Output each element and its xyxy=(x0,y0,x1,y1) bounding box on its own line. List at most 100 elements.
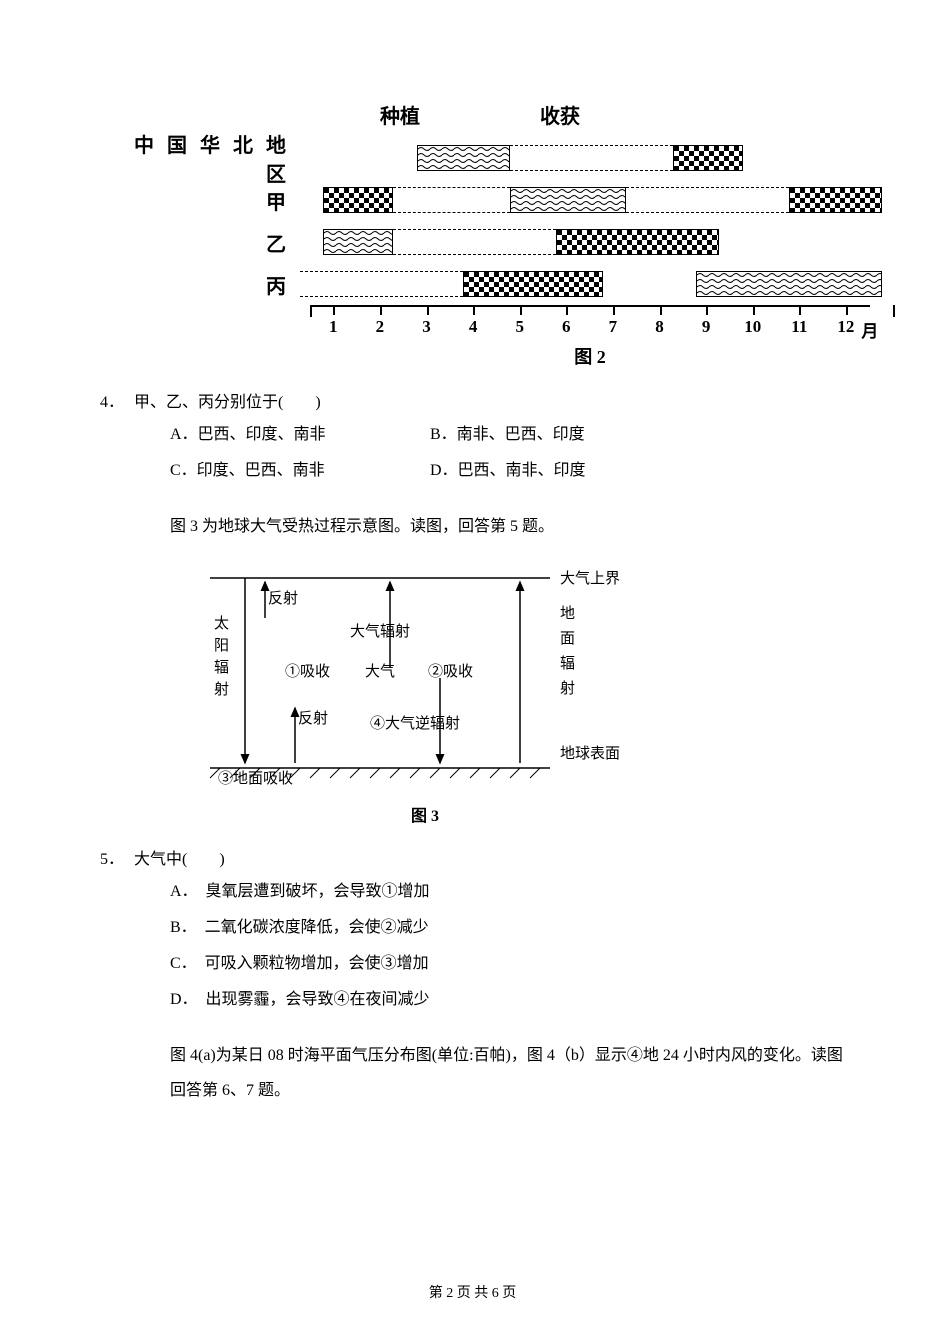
lbl-ground-bound: 地球表面 xyxy=(560,745,620,762)
q4-stem: 甲、乙、丙分别位于( ) xyxy=(134,387,321,419)
axis-tick xyxy=(520,305,522,315)
fig2-segment-check xyxy=(323,187,393,213)
fig2-segment-check xyxy=(673,145,743,171)
question-4: 4． 甲、乙、丙分别位于( ) A．巴西、印度、南非 B．南非、巴西、印度 C．… xyxy=(100,387,845,491)
axis-tick xyxy=(380,305,382,315)
fig4-intro: 图 4(a)为某日 08 时海平面气压分布图(单位:百帕)，图 4（b）显示④地… xyxy=(170,1038,845,1108)
svg-text:射: 射 xyxy=(214,681,229,698)
q5-opt-d: D． 出现雾霾，会导致④在夜间减少 xyxy=(170,984,550,1016)
axis-tick xyxy=(893,305,895,317)
svg-text:阳: 阳 xyxy=(214,637,229,654)
axis-tick-label: 11 xyxy=(791,317,807,337)
axis-tick xyxy=(333,305,335,315)
lbl-atmos: 大气 xyxy=(365,663,395,680)
q4-opt-d: D．巴西、南非、印度 xyxy=(430,455,690,487)
fig2-segment-dash xyxy=(393,187,510,213)
axis-tick-label: 6 xyxy=(562,317,571,337)
fig2-axis: 123456789101112月 xyxy=(310,305,870,339)
axis-tick xyxy=(310,305,312,317)
fig2-segment-dash xyxy=(626,187,789,213)
axis-tick xyxy=(613,305,615,315)
fig2-track xyxy=(300,229,860,255)
axis-tick-label: 12 xyxy=(837,317,854,337)
fig2-row: 中 国 华 北 地 区 xyxy=(130,137,845,179)
question-5: 5． 大气中( ) A． 臭氧层遭到破坏，会导致①增加 B． 二氧化碳浓度降低，… xyxy=(100,844,845,1020)
q5-opt-c: C． 可吸入颗粒物增加，会使③增加 xyxy=(170,948,550,980)
axis-tick xyxy=(753,305,755,315)
figure-2: 种植 收获 中 国 华 北 地 区甲乙丙 123456789101112月 图 … xyxy=(130,100,845,369)
svg-text:太: 太 xyxy=(214,615,229,632)
fig2-track xyxy=(300,145,860,171)
footer-mid: 页 共 xyxy=(453,1286,492,1301)
fig2-track xyxy=(300,187,860,213)
svg-text:地: 地 xyxy=(560,605,575,622)
lbl-ground-absorb: ③地面吸收 xyxy=(218,770,293,787)
axis-tick xyxy=(660,305,662,315)
fig2-row: 乙 xyxy=(130,221,845,263)
fig2-row: 甲 xyxy=(130,179,845,221)
axis-tick-label: 1 xyxy=(329,317,338,337)
axis-tick-label: 10 xyxy=(744,317,761,337)
q4-number: 4． xyxy=(100,387,134,419)
axis-tick-label: 9 xyxy=(702,317,711,337)
fig3-intro: 图 3 为地球大气受热过程示意图。读图，回答第 5 题。 xyxy=(170,509,845,544)
footer-tot: 6 xyxy=(492,1286,499,1301)
lbl-absorb2: ②吸收 xyxy=(428,663,473,680)
axis-tick-label: 7 xyxy=(609,317,618,337)
fig2-segment-check xyxy=(789,187,882,213)
q5-stem: 大气中( ) xyxy=(134,844,225,876)
fig2-segment-wave xyxy=(417,145,510,171)
fig2-segment-dash xyxy=(300,271,463,297)
lbl-counter: ④大气逆辐射 xyxy=(370,715,460,732)
axis-tick xyxy=(427,305,429,315)
page-footer: 第 2 页 共 6 页 xyxy=(0,1282,945,1302)
axis-line xyxy=(310,305,870,307)
axis-tick xyxy=(566,305,568,315)
fig3-caption: 图 3 xyxy=(190,802,660,826)
lbl-atmos-rad: 大气辐射 xyxy=(350,623,410,640)
fig2-segment-dash xyxy=(393,229,556,255)
figure-3: 大气上界 地球表面 太 阳 辐 射 地 面 辐 射 反射 反射 ①吸收 大气 大… xyxy=(190,558,660,798)
axis-tick xyxy=(473,305,475,315)
svg-text:辐: 辐 xyxy=(560,655,575,672)
lbl-top-boundary: 大气上界 xyxy=(560,570,620,587)
q5-opt-b: B． 二氧化碳浓度降低，会使②减少 xyxy=(170,912,550,944)
fig3-svg: 大气上界 地球表面 太 阳 辐 射 地 面 辐 射 反射 反射 ①吸收 大气 大… xyxy=(190,558,660,798)
fig2-caption: 图 2 xyxy=(310,343,870,369)
fig2-segment-check xyxy=(556,229,719,255)
axis-unit-label: 月 xyxy=(861,317,878,342)
fig2-segment-wave xyxy=(323,229,393,255)
axis-tick-label: 5 xyxy=(515,317,524,337)
fig2-row-label: 甲 xyxy=(130,186,300,215)
fig2-segment-wave xyxy=(510,187,627,213)
fig2-segment-dash xyxy=(510,145,673,171)
axis-tick-label: 3 xyxy=(422,317,431,337)
q4-opt-a: A．巴西、印度、南非 xyxy=(170,419,430,451)
q5-opt-a: A． 臭氧层遭到破坏，会导致①增加 xyxy=(170,876,550,908)
fig2-track xyxy=(300,271,860,297)
fig2-legend: 种植 收获 xyxy=(380,100,845,129)
axis-tick xyxy=(799,305,801,315)
fig2-row-label: 丙 xyxy=(130,270,300,299)
lbl-reflect2: 反射 xyxy=(298,710,328,727)
fig2-segment-wave xyxy=(696,271,882,297)
lbl-absorb1: ①吸收 xyxy=(285,663,330,680)
footer-suf: 页 xyxy=(499,1286,517,1301)
q4-opt-b: B．南非、巴西、印度 xyxy=(430,419,690,451)
lbl-reflect1: 反射 xyxy=(268,590,298,607)
legend-plant-label: 种植 xyxy=(380,100,420,129)
fig2-segment-check xyxy=(463,271,603,297)
axis-tick-label: 8 xyxy=(655,317,664,337)
axis-tick xyxy=(706,305,708,315)
svg-text:面: 面 xyxy=(560,631,575,647)
fig2-row: 丙 xyxy=(130,263,845,305)
footer-pre: 第 xyxy=(429,1286,447,1301)
svg-text:辐: 辐 xyxy=(214,659,229,676)
q5-number: 5． xyxy=(100,844,134,876)
legend-harvest-label: 收获 xyxy=(540,100,580,129)
axis-tick-label: 2 xyxy=(376,317,385,337)
axis-tick-label: 4 xyxy=(469,317,478,337)
axis-tick xyxy=(846,305,848,315)
svg-text:射: 射 xyxy=(560,680,575,697)
fig2-row-label: 乙 xyxy=(130,228,300,257)
